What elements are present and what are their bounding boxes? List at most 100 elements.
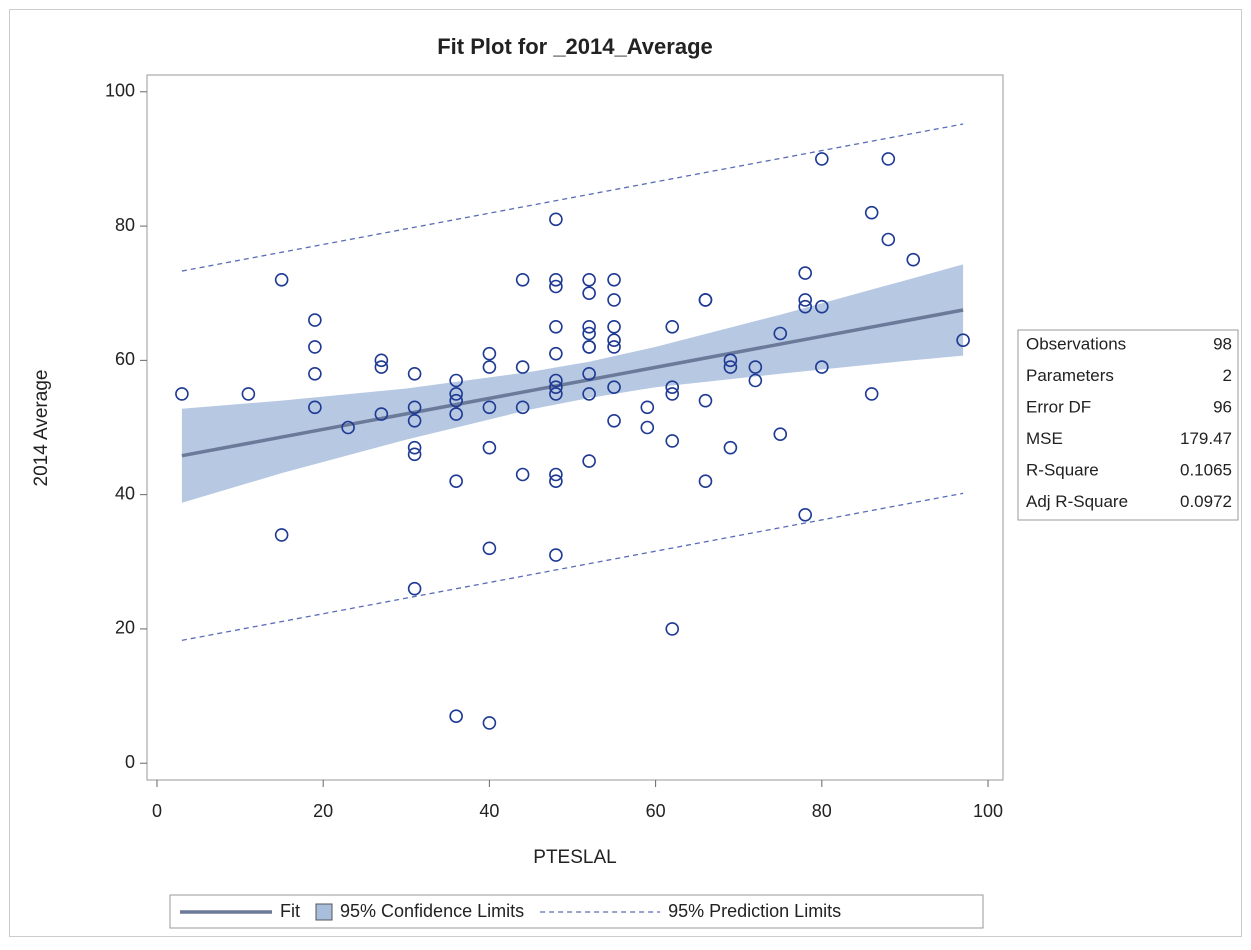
data-point: [308, 400, 322, 415]
legend-label: Fit: [280, 901, 300, 921]
stat-label: MSE: [1026, 429, 1063, 448]
data-point: [482, 346, 497, 361]
prediction-limit: [181, 123, 964, 272]
data-point: [241, 387, 256, 401]
data-point: [798, 293, 813, 307]
stat-label: Parameters: [1026, 366, 1114, 385]
data-point: [374, 360, 389, 374]
data-point: [549, 548, 563, 562]
data-point: [773, 326, 788, 341]
data-point: [723, 353, 738, 368]
stat-label: Error DF: [1026, 397, 1091, 416]
stat-label: R-Square: [1026, 460, 1099, 479]
y-axis-label: 2014 Average: [31, 370, 52, 487]
data-point: [449, 407, 463, 421]
y-tick-label: 0: [125, 752, 135, 772]
data-point: [308, 366, 322, 381]
data-point: [640, 420, 655, 435]
data-point: [582, 454, 596, 468]
data-point: [407, 581, 422, 596]
y-tick-label: 20: [115, 618, 135, 638]
legend-swatch: [315, 903, 333, 921]
x-tick-label: 20: [313, 801, 333, 821]
data-point: [175, 387, 189, 401]
data-point: [407, 366, 422, 381]
data-point: [607, 319, 621, 334]
data-point: [607, 413, 621, 428]
data-point: [798, 266, 813, 280]
data-point: [607, 333, 621, 348]
data-point: [582, 366, 596, 381]
data-point: [582, 319, 596, 334]
data-point: [274, 528, 289, 542]
data-point: [308, 340, 322, 354]
data-point: [906, 252, 921, 267]
data-point: [798, 507, 813, 522]
data-point: [449, 393, 463, 408]
data-point: [482, 716, 497, 730]
outer-frame: [9, 9, 1242, 937]
data-point: [374, 407, 389, 421]
x-axis-label: PTESLAL: [533, 847, 616, 868]
data-point: [815, 299, 829, 314]
data-point: [549, 380, 563, 395]
data-point: [549, 346, 563, 361]
y-tick-label: 40: [115, 483, 135, 503]
data-point: [549, 272, 563, 287]
legend-label: 95% Confidence Limits: [340, 901, 524, 921]
data-point: [482, 440, 497, 455]
data-point: [665, 434, 680, 448]
x-tick-label: 100: [973, 801, 1003, 821]
data-point: [549, 319, 563, 334]
data-point: [815, 152, 829, 166]
data-point: [723, 440, 738, 455]
data-point: [374, 353, 389, 368]
y-tick-label: 60: [115, 349, 135, 369]
data-point: [665, 380, 680, 395]
stat-label: Observations: [1026, 334, 1126, 353]
data-point: [665, 387, 680, 401]
data-point: [881, 232, 896, 247]
data-point: [640, 400, 655, 415]
stat-label: Adj R-Square: [1026, 492, 1128, 511]
data-point: [482, 360, 497, 374]
data-point: [698, 293, 713, 307]
stats-box: [1017, 329, 1239, 521]
data-point: [798, 299, 813, 314]
data-point: [407, 447, 422, 462]
data-point: [723, 360, 738, 374]
data-point: [482, 541, 497, 556]
data-point: [665, 319, 680, 334]
data-point: [864, 387, 879, 401]
data-point: [582, 286, 596, 301]
data-point: [549, 467, 563, 482]
data-point: [815, 360, 829, 374]
y-tick-label: 80: [115, 215, 135, 235]
chart-title: Fit Plot for _2014_Average: [437, 34, 713, 59]
data-point: [665, 622, 680, 636]
data-point: [549, 474, 563, 489]
data-point: [407, 400, 422, 415]
data-point: [449, 373, 463, 388]
data-point: [607, 380, 621, 395]
stat-value: 179.47: [1180, 429, 1232, 448]
prediction-limit: [181, 492, 964, 641]
data-point: [515, 360, 530, 374]
data-point: [748, 360, 763, 374]
legend-label: 95% Prediction Limits: [668, 901, 841, 921]
data-point: [407, 413, 422, 428]
stat-value: 0.1065: [1180, 460, 1232, 479]
data-point: [582, 326, 596, 341]
data-point: [607, 272, 621, 287]
data-point: [549, 373, 563, 388]
stat-value: 2: [1223, 366, 1232, 385]
stat-value: 0.0972: [1180, 492, 1232, 511]
data-point: [449, 709, 463, 724]
data-point: [698, 393, 713, 408]
data-point: [274, 272, 289, 287]
x-tick-label: 40: [479, 801, 499, 821]
data-point: [698, 474, 713, 489]
data-point: [482, 400, 497, 415]
data-point: [515, 400, 530, 415]
